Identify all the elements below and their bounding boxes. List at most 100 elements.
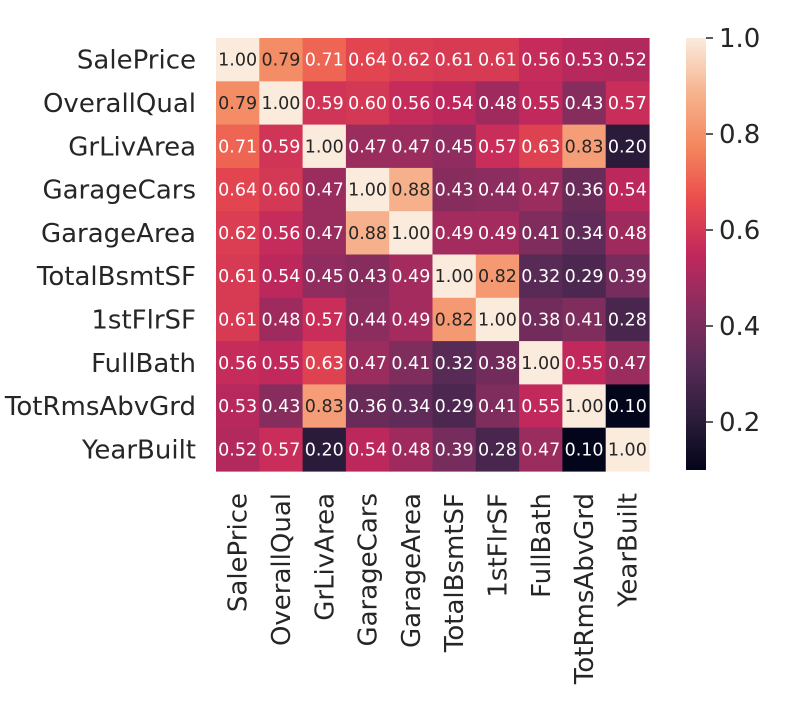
cell-value-label: 0.71: [305, 51, 344, 71]
heatmap-cell: [432, 81, 477, 126]
column-tick-label: SalePrice: [224, 493, 254, 612]
cell-value-label: 0.38: [478, 354, 517, 374]
heatmap-cell: [389, 427, 434, 472]
cell-value-label: 0.53: [565, 51, 604, 71]
cell-value-label: 0.60: [348, 94, 387, 114]
cell-value-label: 0.79: [218, 94, 257, 114]
heatmap-cell: [216, 384, 260, 429]
heatmap-cell: [432, 124, 477, 169]
cell-value-label: 0.36: [565, 181, 604, 201]
cell-value-label: 1.00: [261, 94, 300, 114]
column-labels: SalePrice OverallQual GrLivArea GarageCars G…: [224, 493, 644, 685]
heatmap-cell: [432, 297, 477, 342]
heatmap-cell: [519, 297, 563, 342]
heatmap-cell: [216, 124, 260, 169]
heatmap-cell: [475, 297, 520, 342]
cell-value-label: 0.61: [478, 51, 517, 71]
row-tick-label: GrLivArea: [68, 132, 196, 162]
cell-value-label: 0.71: [218, 137, 257, 157]
heatmap-cell: [259, 427, 304, 472]
heatmap-cell: [432, 38, 477, 82]
cell-value-label: 0.55: [261, 354, 300, 374]
cell-value-label: 1.00: [391, 224, 430, 244]
heatmap-cells: 1.00 0.79 0.71 0.64 0.62 0.61 0.61 0.56 0.53 0.52…: [216, 38, 650, 472]
heatmap-cell: [302, 167, 347, 212]
cell-value-label: 0.53: [218, 397, 257, 417]
heatmap-cell: [519, 384, 563, 429]
heatmap-cell: [345, 81, 390, 126]
column-tick-label: GrLivArea: [310, 493, 340, 621]
colorbar-tick-label: 1.0: [719, 24, 760, 54]
cell-value-label: 0.45: [305, 267, 344, 287]
heatmap-cell: [302, 81, 347, 126]
column-tick-label: 1stFlrSF: [483, 493, 513, 598]
heatmap-cell: [519, 167, 563, 212]
heatmap-cell: [562, 81, 607, 126]
cell-value-label: 0.39: [435, 440, 474, 460]
heatmap-cell: [216, 167, 260, 212]
cell-value-label: 0.41: [565, 310, 604, 330]
cell-value-label: 0.54: [261, 267, 300, 287]
cell-value-label: 0.54: [435, 94, 474, 114]
cell-value-label: 0.44: [348, 310, 387, 330]
heatmap-cell: [519, 81, 563, 126]
cell-value-label: 0.54: [608, 181, 647, 201]
cell-value-label: 0.29: [565, 267, 604, 287]
heatmap-cell: [475, 254, 520, 299]
colorbar-tick-label: 0.8: [719, 120, 760, 150]
cell-value-label: 0.60: [261, 181, 300, 201]
heatmap-cell: [389, 384, 434, 429]
cell-value-label: 0.28: [608, 310, 647, 330]
cell-value-label: 1.00: [348, 181, 387, 201]
cell-value-label: 0.63: [305, 354, 344, 374]
cell-value-label: 0.34: [391, 397, 430, 417]
heatmap-cell: [475, 38, 520, 82]
cell-value-label: 0.57: [608, 94, 647, 114]
cell-value-label: 0.36: [348, 397, 387, 417]
cell-value-label: 0.83: [565, 137, 604, 157]
column-tick-label: YearBuilt: [613, 493, 643, 608]
heatmap-cell: [389, 124, 434, 169]
heatmap-cell: [475, 341, 520, 385]
colorbar-tick-label: 0.6: [719, 216, 760, 246]
cell-value-label: 0.43: [261, 397, 300, 417]
row-tick-label: SalePrice: [77, 46, 196, 76]
heatmap-cell: [432, 254, 477, 299]
heatmap-cell: [432, 341, 477, 385]
cell-value-label: 0.49: [391, 267, 430, 287]
heatmap-cell: [216, 81, 260, 126]
cell-value-label: 0.32: [521, 267, 560, 287]
cell-value-label: 0.61: [218, 267, 257, 287]
cell-value-label: 0.88: [391, 181, 430, 201]
heatmap-cell: [389, 167, 434, 212]
heatmap-cell: [562, 167, 607, 212]
cell-value-label: 0.57: [305, 310, 344, 330]
heatmap-cell: [475, 124, 520, 169]
cell-value-label: 0.52: [608, 51, 647, 71]
cell-value-label: 0.62: [391, 51, 430, 71]
heatmap-cell: [302, 254, 347, 299]
heatmap-cell: [302, 38, 347, 82]
cell-value-label: 0.20: [608, 137, 647, 157]
heatmap-cell: [562, 124, 607, 169]
heatmap-cell: [302, 211, 347, 256]
heatmap-cell: [259, 254, 304, 299]
heatmap-cell: [562, 384, 607, 429]
row-tick-label: GarageArea: [41, 219, 196, 249]
cell-value-label: 0.57: [478, 137, 517, 157]
cell-value-label: 0.48: [391, 440, 430, 460]
heatmap-cell: [389, 341, 434, 385]
cell-value-label: 0.55: [521, 94, 560, 114]
heatmap-cell: [345, 341, 390, 385]
cell-value-label: 0.64: [348, 51, 387, 71]
cell-value-label: 0.59: [261, 137, 300, 157]
colorbar: 0.2 0.4 0.6 0.8 1.0: [686, 24, 760, 470]
cell-value-label: 0.54: [348, 440, 387, 460]
cell-value-label: 0.28: [478, 440, 517, 460]
heatmap-cell: [475, 167, 520, 212]
heatmap-cell: [605, 211, 650, 256]
cell-value-label: 0.61: [435, 51, 474, 71]
cell-value-label: 1.00: [521, 354, 560, 374]
heatmap-cell: [345, 297, 390, 342]
cell-value-label: 0.38: [521, 310, 560, 330]
